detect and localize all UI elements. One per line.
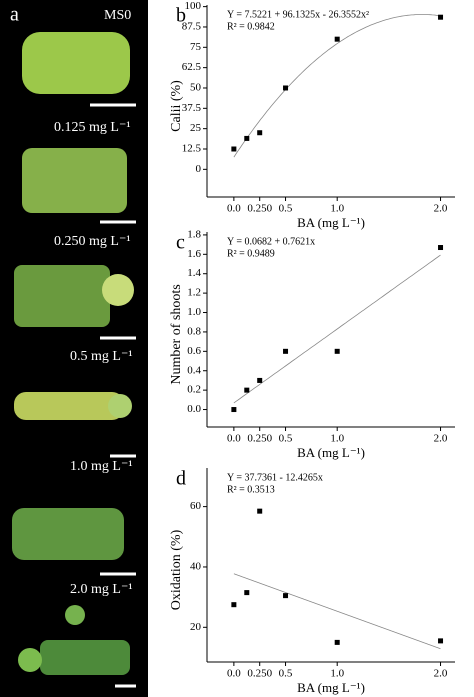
x-tick-label: 2.0: [434, 668, 448, 680]
fit-equation: Y = 0.0682 + 0.7621x: [227, 236, 315, 247]
scale-bars: [90, 103, 136, 688]
specimen: [22, 148, 127, 213]
photo-background: [0, 0, 148, 697]
data-point: [334, 639, 340, 645]
y-tick-label: 50: [190, 82, 202, 94]
x-tick-label: 0.5: [279, 668, 293, 680]
data-point: [231, 146, 237, 152]
panel-label: a: [10, 4, 19, 26]
y-tick-label: 60: [190, 500, 202, 512]
photo-caption: 0.125 mg L⁻¹: [54, 120, 131, 135]
data-point: [231, 602, 237, 608]
fit-equation: Y = 37.7361 - 12.4265x: [227, 472, 323, 483]
data-point: [283, 348, 289, 354]
x-tick-label: 1.0: [330, 203, 344, 215]
y-tick-label: 25: [190, 122, 202, 134]
y-tick-label: 1.6: [187, 248, 201, 260]
x-tick-label: 1.0: [330, 433, 344, 445]
data-point: [334, 348, 340, 354]
data-point: [283, 85, 289, 91]
x-tick-label: 2.0: [434, 203, 448, 215]
y-tick-label: 12.5: [182, 143, 202, 155]
data-point: [257, 508, 263, 514]
y-tick-label: 1.0: [187, 306, 201, 318]
y-tick-label: 62.5: [182, 61, 202, 73]
fit-r-squared: R² = 0.3513: [227, 484, 275, 495]
data-point: [257, 130, 263, 136]
panel-label: d: [176, 468, 186, 490]
x-tick-label: 0.5: [279, 203, 293, 215]
y-tick-label: 75: [190, 41, 202, 53]
y-axis-label: Calii (%): [169, 80, 184, 132]
specimen: [14, 265, 110, 327]
x-tick-label: 2.0: [434, 433, 448, 445]
y-tick-label: 0.4: [187, 364, 201, 376]
fit-line: [233, 254, 441, 404]
y-tick-label: 87.5: [182, 20, 202, 32]
specimen: [12, 508, 124, 560]
data-point: [231, 407, 237, 413]
specimen: [14, 392, 124, 420]
y-tick-label: 1.4: [187, 267, 201, 279]
x-tick-label: 0.0: [227, 433, 241, 445]
x-tick-label: 0.0: [227, 668, 241, 680]
photo-caption: 2.0 mg L⁻¹: [70, 582, 133, 597]
data-point: [438, 245, 444, 251]
y-tick-label: 0: [196, 163, 202, 175]
fit-line: [233, 573, 441, 650]
y-tick-label: 0.0: [187, 403, 201, 415]
y-tick-label: 1.8: [187, 228, 201, 240]
photo-caption: 0.250 mg L⁻¹: [54, 234, 131, 249]
data-point: [244, 590, 250, 596]
x-tick-label: 0.5: [279, 433, 293, 445]
data-point: [257, 377, 263, 383]
data-point: [438, 14, 444, 20]
specimen: [108, 394, 132, 418]
data-point: [283, 593, 289, 599]
x-tick-label: 1.0: [330, 668, 344, 680]
x-tick-label: 0.250: [247, 668, 272, 680]
y-tick-label: 40: [190, 560, 202, 572]
x-axis-label: BA (mg L⁻¹): [297, 445, 365, 460]
specimen: [40, 640, 130, 675]
y-axis-label: Oxidation (%): [169, 529, 184, 610]
x-tick-label: 0.0: [227, 203, 241, 215]
specimens: [12, 32, 134, 675]
fit-r-squared: R² = 0.9489: [227, 248, 275, 259]
data-point: [244, 135, 250, 141]
y-tick-label: 100: [185, 0, 202, 12]
photo-caption: 1.0 mg L⁻¹: [70, 459, 133, 474]
specimen: [22, 32, 130, 94]
panel-label: b: [176, 5, 186, 27]
y-tick-label: 20: [190, 621, 202, 633]
y-tick-label: 1.2: [187, 287, 201, 299]
fit-equation: Y = 7.5221 + 96.1325x - 26.3552x²: [227, 9, 369, 20]
fit-r-squared: R² = 0.9842: [227, 21, 275, 32]
y-tick-label: 0.6: [187, 345, 201, 357]
y-tick-label: 37.5: [182, 102, 202, 114]
specimen: [18, 648, 42, 672]
x-axis-label: BA (mg L⁻¹): [297, 680, 365, 695]
y-tick-label: 0.8: [187, 325, 201, 337]
photo-header: MS0: [104, 8, 131, 23]
fit-line: [233, 14, 441, 158]
x-tick-label: 0.250: [247, 433, 272, 445]
specimen: [65, 605, 85, 625]
x-axis-label: BA (mg L⁻¹): [297, 215, 365, 230]
data-point: [244, 387, 250, 393]
specimen: [102, 274, 134, 306]
x-tick-label: 0.250: [247, 203, 272, 215]
photo-caption: 0.5 mg L⁻¹: [70, 349, 133, 364]
y-axis-label: Number of shoots: [169, 284, 184, 384]
y-tick-label: 0.2: [187, 384, 201, 396]
data-point: [438, 638, 444, 644]
data-point: [334, 36, 340, 42]
panel-label: c: [176, 232, 185, 254]
